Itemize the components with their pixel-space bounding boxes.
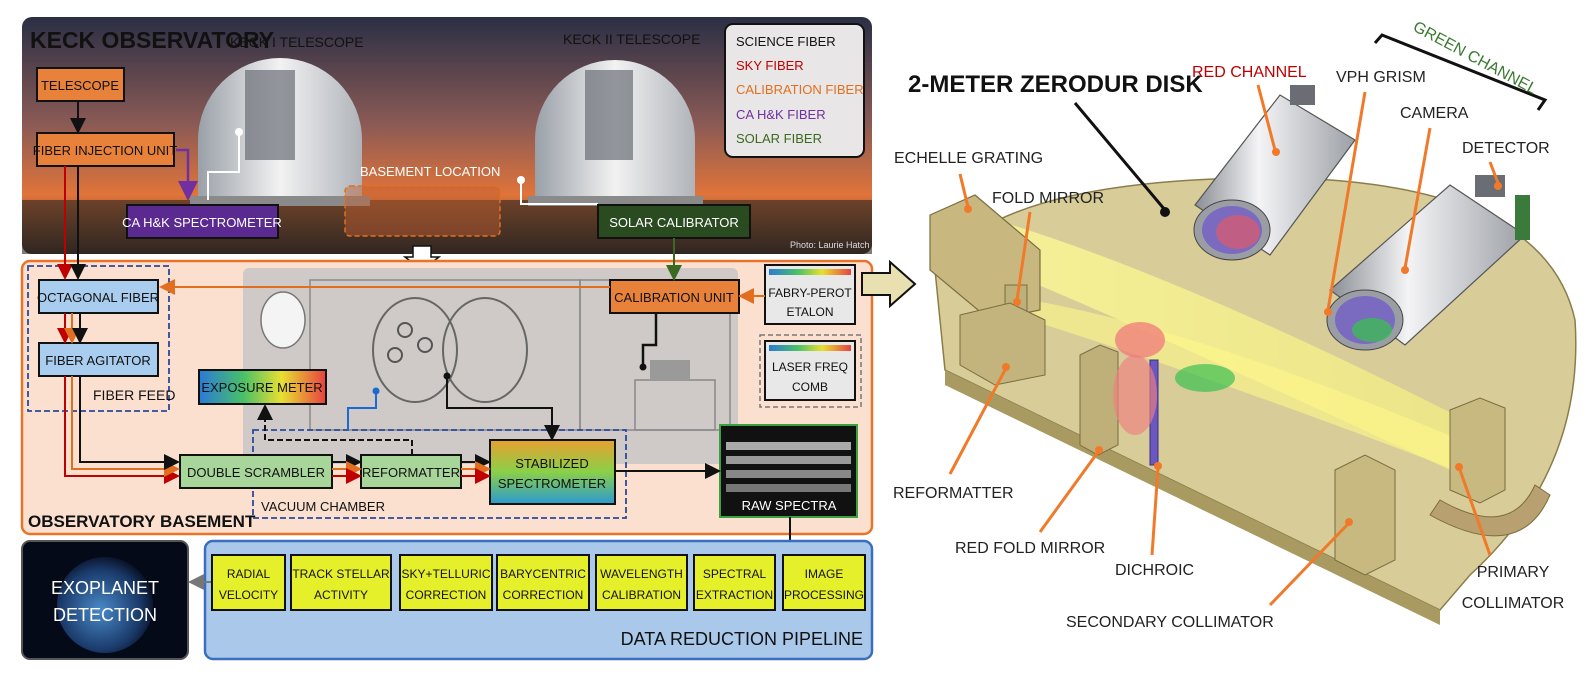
laser-comb-group xyxy=(759,334,862,408)
echelle-label: ECHELLE GRATING xyxy=(894,150,1043,167)
basement-location-marker xyxy=(344,185,501,237)
pipeline-step-box xyxy=(496,554,590,611)
pipeline-step-line1: WAVELENGTH xyxy=(600,567,683,581)
pipeline-step-line2: CALIBRATION xyxy=(602,588,681,602)
pipeline-step-box xyxy=(211,554,286,611)
keck-observatory-title: KECK OBSERVATORY xyxy=(30,27,274,53)
telescope-box xyxy=(36,67,125,102)
pipeline-step-line1: SKY+TELLURIC xyxy=(401,567,490,581)
reformatter-box xyxy=(360,454,462,489)
pipeline-step-line1: IMAGE xyxy=(805,567,844,581)
double-scrambler-box xyxy=(179,454,333,489)
fabry-perot-line2: ETALON xyxy=(786,305,833,319)
basement-title: OBSERVATORY BASEMENT xyxy=(28,512,256,531)
pipeline-step-line2: CORRECTION xyxy=(503,588,584,602)
fiber-feed-label: FIBER FEED xyxy=(93,387,175,403)
pipeline-step-line2: CORRECTION xyxy=(406,588,487,602)
fiber-legend: SCIENCE FIBER SKY FIBER CALIBRATION FIBE… xyxy=(724,23,865,158)
stabilized-line2: SPECTROMETER xyxy=(498,476,606,491)
camera-label: CAMERA xyxy=(1400,105,1469,122)
ca-hk-spectrometer-label: CA H&K SPECTROMETER xyxy=(122,215,282,230)
green-channel-label: GREEN CHANNEL xyxy=(1410,19,1540,99)
exposure-meter-box xyxy=(198,369,327,405)
reformatter-3d-label: REFORMATTER xyxy=(893,485,1014,502)
fiber-injection-label: FIBER INJECTION UNIT xyxy=(33,143,178,158)
red-fold-mirror-label: RED FOLD MIRROR xyxy=(955,540,1105,557)
pipeline-step-line1: SPECTRAL xyxy=(703,567,767,581)
primary-collimator-line1: PRIMARY xyxy=(1477,564,1550,581)
pipeline-step-box xyxy=(290,554,392,611)
telescope-label: TELESCOPE xyxy=(41,78,119,93)
zerodur-label: 2-METER ZERODUR DISK xyxy=(908,71,1203,98)
red-channel-label: RED CHANNEL xyxy=(1192,64,1307,81)
pipeline-step-box xyxy=(782,554,866,611)
vph-grism-label: VPH GRISM xyxy=(1336,69,1426,86)
raw-spectra-label: RAW SPECTRA xyxy=(742,498,837,513)
pipeline-step-line2: EXTRACTION xyxy=(696,588,773,602)
ca-hk-spectrometer-box xyxy=(126,204,279,239)
legend-science: SCIENCE FIBER xyxy=(736,34,836,49)
data-reduction-pipeline-panel: DATA REDUCTION PIPELINE RADIAL VELOCITY TR… xyxy=(188,539,874,661)
fiber-agitator-label: FIBER AGITATOR xyxy=(45,353,150,368)
vacuum-chamber-label: VACUUM CHAMBER xyxy=(261,499,385,514)
solar-calibrator-label: SOLAR CALIBRATOR xyxy=(609,215,739,230)
fold-mirror-label: FOLD MIRROR xyxy=(992,190,1104,207)
pipeline-step-line2: VELOCITY xyxy=(219,588,278,602)
legend-solar: SOLAR FIBER xyxy=(736,131,822,146)
legend-sky: SKY FIBER xyxy=(736,58,804,73)
keck-ii-label: KECK II TELESCOPE xyxy=(563,31,700,47)
pipeline-step-line1: RADIAL xyxy=(227,567,271,581)
dichroic-label: DICHROIC xyxy=(1115,562,1194,579)
secondary-collimator-label: SECONDARY COLLIMATOR xyxy=(1066,614,1274,631)
octagonal-fiber-box xyxy=(38,279,159,314)
photo-credit: Photo: Laurie Hatch xyxy=(790,240,870,250)
exoplanet-detection-box: EXOPLANET DETECTION xyxy=(21,540,189,660)
laser-comb-line1: LASER FREQ xyxy=(772,360,848,374)
basement-location-label: BASEMENT LOCATION xyxy=(360,164,500,179)
reformatter-label: REFORMATTER xyxy=(362,465,460,480)
right-arrow-icon xyxy=(861,259,917,309)
double-scrambler-label: DOUBLE SCRAMBLER xyxy=(187,465,325,480)
spectrograph-render: GREEN CHANNEL 2-METER ZERODUR DISK RED C… xyxy=(893,19,1577,631)
fiber-feed-group xyxy=(27,265,170,412)
pipeline-step-line2: PROCESSING xyxy=(784,588,864,602)
lab-render-image xyxy=(243,268,738,464)
fiber-agitator-box xyxy=(38,342,159,377)
pipeline-step-box xyxy=(399,554,493,611)
keck-i-label: KECK I TELESCOPE xyxy=(230,34,364,50)
pipeline-step-box xyxy=(693,554,776,611)
fabry-perot-line1: FABRY-PEROT xyxy=(768,286,852,300)
primary-collimator-line2: COLLIMATOR xyxy=(1462,595,1565,612)
legend-cahk: CA H&K FIBER xyxy=(736,107,826,122)
legend-calibration: CALIBRATION FIBER xyxy=(736,82,864,97)
exposure-meter-label: EXPOSURE METER xyxy=(201,380,322,395)
green-channel-bracket xyxy=(1373,33,1548,111)
octagonal-fiber-label: OCTAGONAL FIBER xyxy=(37,290,159,305)
calibration-unit-label: CALIBRATION UNIT xyxy=(614,290,734,305)
pipeline-title: DATA REDUCTION PIPELINE xyxy=(621,629,863,649)
stabilized-line1: STABILIZED xyxy=(515,456,588,471)
laser-comb-line2: COMB xyxy=(792,380,828,394)
red-channel-camera xyxy=(1193,85,1356,261)
pipeline-step-box xyxy=(595,554,688,611)
pipeline-step-line1: TRACK STELLAR xyxy=(292,567,390,581)
fiber-injection-box xyxy=(36,132,175,167)
solar-calibrator-box xyxy=(597,204,751,239)
pipeline-step-line2: ACTIVITY xyxy=(314,588,368,602)
green-channel-camera xyxy=(1326,175,1530,351)
stabilized-spectrometer-box xyxy=(489,439,616,505)
detector-label: DETECTOR xyxy=(1462,140,1550,157)
exoplanet-line2: DETECTION xyxy=(53,605,157,625)
keck-ii-dome xyxy=(528,60,703,206)
observatory-photo-panel: KECK OBSERVATORY KECK I TELESCOPE KECK I… xyxy=(22,17,872,254)
pipeline-step-line1: BARYCENTRIC xyxy=(500,567,586,581)
exoplanet-line1: EXOPLANET xyxy=(51,578,159,598)
fiber-routes xyxy=(57,166,798,560)
earth-icon xyxy=(57,557,153,653)
